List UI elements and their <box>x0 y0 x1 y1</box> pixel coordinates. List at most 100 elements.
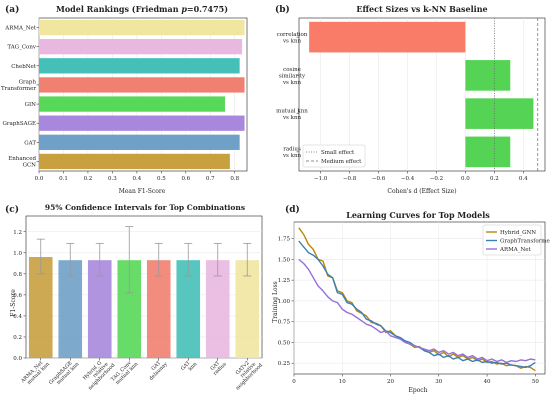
panel-b-legend-label: Medium effect <box>321 159 362 165</box>
panel-d-ytick-label: 0.50 <box>278 340 291 346</box>
panel-a-xtick-label: 0.8 <box>230 176 239 182</box>
panel-d-ytick-label: 0.75 <box>278 320 291 326</box>
panel-c-bar-5 <box>176 260 201 358</box>
panel-c-bar-0 <box>28 257 53 358</box>
panel-c-confidence-intervals: (c) 95% Confidence Intervals for Top Com… <box>5 203 265 392</box>
panel-d-ytick-label: 1.25 <box>278 278 291 284</box>
panel-a-xtick-label: 0.6 <box>181 176 190 182</box>
panel-c-bar-1 <box>58 260 83 358</box>
panel-a-category-label: TAG_Conv <box>7 45 37 51</box>
panel-d-ytick-label: 1.75 <box>278 237 291 243</box>
panel-b-axes-frame <box>298 17 546 172</box>
panel-a-bar-5 <box>39 115 245 131</box>
panel-d-title: Learning Curves for Top Models <box>346 210 490 220</box>
panel-b-category-label: mutual knn vs knn <box>276 108 308 121</box>
panel-c-ytick-label: 0.4 <box>13 314 22 320</box>
panel-b-effect-sizes: (b) Effect Sizes vs k-NN Baseline −1.0 −0… <box>275 4 546 195</box>
panel-c-category-label: GraphSAGEmutual knn <box>48 357 81 390</box>
panel-b-bar-2 <box>465 98 534 129</box>
panel-d-ylabel: Training Loss <box>272 281 279 323</box>
panel-a-category-label: GAT <box>24 140 36 146</box>
panel-b-xtick-label: −1.0 <box>314 176 328 182</box>
panel-a-bar-1 <box>39 39 243 55</box>
panel-b-bar-3 <box>465 136 511 168</box>
panel-a-bar-4 <box>39 96 225 112</box>
panel-a-xtick-label: 0.0 <box>35 176 44 182</box>
panel-a-title: Model Rankings (Friedman p=0.7475) <box>56 4 228 14</box>
panel-b-bar-1 <box>465 60 511 91</box>
panel-a-bar-6 <box>39 134 240 150</box>
panel-b-title: Effect Sizes vs k-NN Baseline <box>356 4 487 14</box>
panel-c-bar-2 <box>87 260 112 358</box>
panel-b-legend-label: Small effect <box>321 150 355 156</box>
panel-d-legend-label: Hybrid_GNN <box>500 230 536 236</box>
panel-d-series-2 <box>298 258 536 364</box>
panel-c-bar-6 <box>205 260 230 358</box>
panel-b-legend: Small effect Medium effect <box>302 144 366 168</box>
panel-b-xtick-label: 0.2 <box>490 176 499 182</box>
panel-c-ytick-label: 1.0 <box>13 251 22 257</box>
panel-b-xtick-label: −0.8 <box>343 176 357 182</box>
panel-a-category-label: ARMA_Net <box>4 26 37 32</box>
panel-a-label: (a) <box>5 4 19 15</box>
panel-b-xtick-label: 0.0 <box>461 176 470 182</box>
panel-a-category-label: Graph Transformer <box>1 80 36 93</box>
panel-c-category-label: GATknn <box>180 357 199 376</box>
panel-c-category-label: GATv2relativeneighborhood <box>227 354 265 392</box>
panel-c-category-label: GATradius <box>208 357 228 377</box>
panel-d-xtick-label: 20 <box>387 379 394 385</box>
panel-d-series-1 <box>298 240 536 369</box>
panel-a-xtick-label: 0.5 <box>157 176 166 182</box>
panel-c-ytick-label: 1.2 <box>13 230 22 236</box>
panel-d-ytick-label: 1.00 <box>278 299 291 305</box>
panel-d-ytick-label: 1.50 <box>278 257 291 263</box>
panel-b-xtick-label: −0.2 <box>430 176 443 182</box>
panel-d-ytick-label: 0.25 <box>278 361 291 367</box>
panel-d-xlabel: Epoch <box>408 387 427 394</box>
panel-c-bar-4 <box>146 260 171 358</box>
panel-a-xtick-label: 0.7 <box>206 176 215 182</box>
panel-d-xtick-label: 40 <box>484 379 491 385</box>
panel-c-ytick-label: 0.6 <box>13 293 22 299</box>
panel-b-label: (b) <box>275 4 290 15</box>
panel-c-ylabel: F1-Score <box>10 289 17 317</box>
panel-b-category-label: correlation vs knn <box>277 32 308 45</box>
panel-b-xtick-label: −0.6 <box>372 176 386 182</box>
panel-d-xtick-label: 30 <box>435 379 442 385</box>
panel-c-ytick-label: 0.8 <box>13 272 22 278</box>
panel-a-category-label: GraphSAGE <box>2 121 36 127</box>
panel-a-xtick-label: 0.3 <box>108 176 117 182</box>
panel-a-bar-7 <box>39 153 230 170</box>
panel-a-category-label: ChebNet <box>11 64 37 70</box>
panel-b-category-label: cosine similarity vs knn <box>279 67 306 86</box>
panel-d-xtick-label: 10 <box>339 379 346 385</box>
panel-b-legend-box <box>302 144 366 168</box>
panel-c-category-label: GATdelaunay <box>144 357 169 382</box>
panel-c-title: 95% Confidence Intervals for Top Combina… <box>45 203 245 212</box>
panel-b-bar-0 <box>309 21 466 53</box>
panel-b-xlabel: Cohen's d (Effect Size) <box>387 188 456 195</box>
panel-c-label: (c) <box>5 204 19 215</box>
panel-c-bar-7 <box>235 260 260 358</box>
panel-d-legend-label: GraphTransformer <box>500 239 550 245</box>
panel-d-xtick-label: 0 <box>292 379 296 385</box>
panel-c-category-label: Hybrid_Grelativeneighborhood <box>80 354 118 392</box>
panel-c-bar-3 <box>117 260 142 358</box>
panel-a-category-label: Enhanced GCN <box>8 156 36 169</box>
panel-a-bar-2 <box>39 58 240 74</box>
panel-d-legend: Hybrid_GNN GraphTransformer ARMA_Net <box>482 224 550 256</box>
panel-b-xtick-label: 0.4 <box>519 176 528 182</box>
panel-a-category-label: GIN <box>25 102 37 108</box>
panel-d-learning-curves: (d) Learning Curves for Top Models 0.25 0… <box>272 204 550 394</box>
panel-d-legend-label: ARMA_Net <box>499 247 532 253</box>
panel-c-category-label: ARMA_Netmutual knn <box>19 357 51 389</box>
panel-a-bar-3 <box>39 77 245 93</box>
panel-c-category-label: TAG_Convmutual knn <box>110 357 140 387</box>
panel-d-label: (d) <box>285 204 300 215</box>
panel-b-xtick-label: −0.4 <box>401 176 415 182</box>
panel-a-xtick-label: 0.4 <box>133 176 142 182</box>
panel-a-model-rankings: (a) Model Rankings (Friedman p=0.7475) 0… <box>1 4 248 195</box>
panel-c-ytick-label: 0.2 <box>13 335 22 341</box>
panel-d-xtick-label: 50 <box>532 379 539 385</box>
